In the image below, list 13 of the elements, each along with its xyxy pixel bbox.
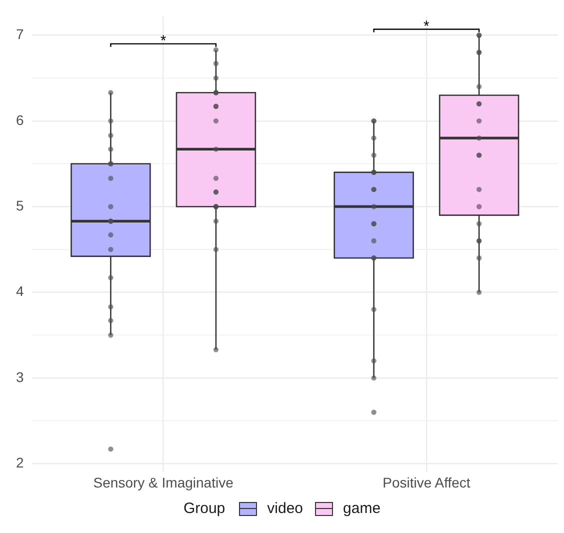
- legend-label: video: [267, 500, 304, 517]
- legend-label: game: [343, 500, 381, 517]
- y-tick-label: 6: [16, 112, 24, 128]
- y-tick-label: 5: [16, 197, 24, 214]
- y-tick-label: 3: [16, 368, 24, 385]
- annotation: *: [424, 18, 430, 35]
- annotation: *: [160, 32, 166, 50]
- y-tick-label: 4: [16, 283, 24, 300]
- y-tick-label: 7: [16, 26, 24, 42]
- y-tick-label: 2: [16, 454, 24, 470]
- x-tick-label: Positive Affect: [382, 474, 470, 490]
- legend-title: Group: [183, 500, 226, 517]
- x-tick-label: Sensory & Imaginative: [93, 474, 234, 490]
